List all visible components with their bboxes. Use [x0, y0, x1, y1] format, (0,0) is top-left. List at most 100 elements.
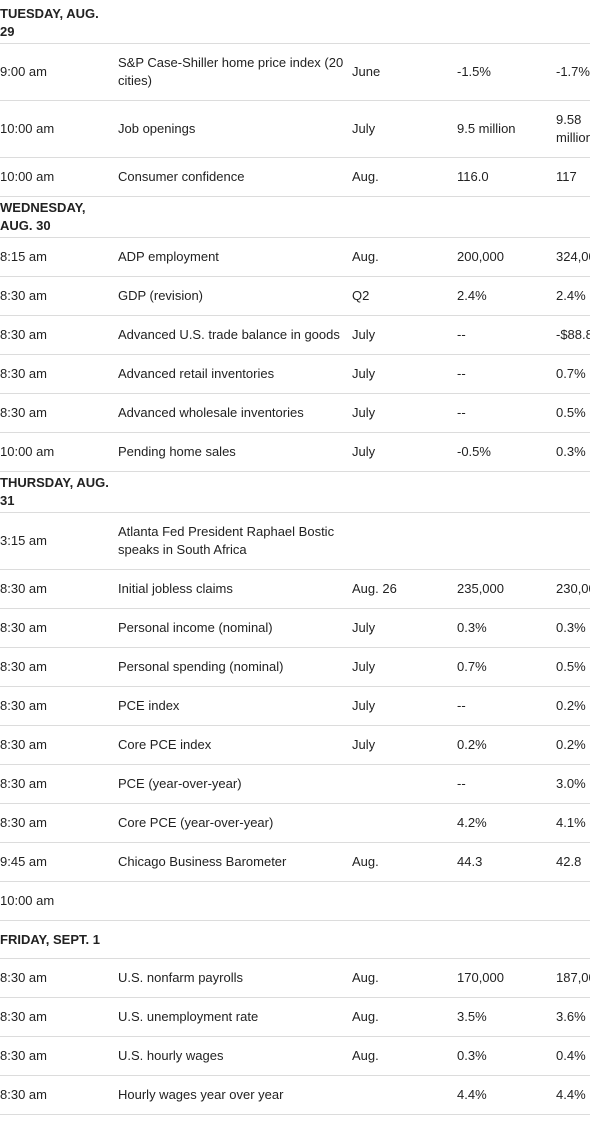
time-cell: 8:30 am — [0, 1048, 47, 1063]
event-row: 8:30 am GDP (revision) Q2 2.4% 2.4% — [0, 277, 590, 316]
event-cell: PCE (year-over-year) — [118, 776, 242, 791]
period-cell: Aug. — [352, 854, 379, 869]
time-cell: 10:00 am — [0, 893, 55, 908]
event-row: 9:45 am Chicago Business Barometer Aug. 44.… — [0, 843, 590, 882]
forecast-cell: 0.7% — [457, 659, 487, 674]
day-header: THURSDAY, AUG. 31 — [0, 475, 109, 508]
event-cell: U.S. nonfarm payrolls — [118, 970, 243, 985]
event-row: 10:00 am Pending home sales July -0.5% 0.3% — [0, 433, 590, 472]
event-cell: Personal spending (nominal) — [118, 659, 284, 674]
period-cell — [352, 531, 457, 551]
day-header-row: WEDNESDAY, AUG. 30 — [0, 197, 590, 238]
event-cell: Advanced U.S. trade balance in goods — [118, 327, 340, 342]
day-header-row: FRIDAY, SEPT. 1 — [0, 921, 590, 959]
forecast-cell: 2.4% — [457, 288, 487, 303]
event-row: 8:30 am Initial jobless claims Aug. 26 235,… — [0, 570, 590, 609]
previous-cell: 0.3% — [556, 620, 586, 635]
day-header: FRIDAY, SEPT. 1 — [0, 931, 100, 947]
event-row: 8:30 am U.S. hourly wages Aug. 0.3% 0.4% — [0, 1037, 590, 1076]
event-row: 8:30 am Core PCE index July 0.2% 0.2% — [0, 726, 590, 765]
forecast-cell — [457, 891, 556, 911]
period-cell — [352, 891, 457, 911]
day-header: TUESDAY, AUG. 29 — [0, 6, 99, 39]
event-cell: Advanced retail inventories — [118, 366, 275, 381]
event-cell: U.S. unemployment rate — [118, 1009, 259, 1024]
period-cell: July — [352, 620, 376, 635]
time-cell: 8:30 am — [0, 970, 47, 985]
event-row: 8:30 am Core PCE (year-over-year) 4.2% 4.1% — [0, 804, 590, 843]
period-cell: Aug. 26 — [352, 581, 397, 596]
event-cell: Atlanta Fed President Raphael Bostic spe… — [118, 524, 335, 557]
event-cell: S&P Case-Shiller home price index (20 ci… — [118, 55, 344, 88]
time-cell: 8:30 am — [0, 776, 47, 791]
event-row: 8:30 am Hourly wages year over year 4.4% 4.… — [0, 1076, 590, 1115]
period-cell: June — [352, 64, 381, 79]
previous-cell: 324,000 — [556, 249, 590, 264]
forecast-cell: 0.3% — [457, 620, 487, 635]
previous-cell: 3.0% — [556, 776, 586, 791]
forecast-cell: -- — [457, 405, 466, 420]
time-cell: 8:30 am — [0, 659, 47, 674]
previous-cell: 0.7% — [556, 366, 586, 381]
event-cell: Job openings — [118, 121, 196, 136]
event-row: 8:30 am Personal income (nominal) July 0.3%… — [0, 609, 590, 648]
event-row: 8:15 am ADP employment Aug. 200,000 324,000 — [0, 238, 590, 277]
previous-cell: -$88.8 — [556, 327, 590, 342]
period-cell: July — [352, 405, 376, 420]
time-cell: 8:15 am — [0, 249, 47, 264]
period-cell: Aug. — [352, 169, 379, 184]
time-cell: 8:30 am — [0, 581, 47, 596]
previous-cell: 0.2% — [556, 698, 586, 713]
forecast-cell: 4.2% — [457, 815, 487, 830]
forecast-cell: -- — [457, 366, 466, 381]
previous-cell — [556, 891, 590, 911]
event-row: 8:30 am PCE (year-over-year) -- 3.0% — [0, 765, 590, 804]
time-cell: 10:00 am — [0, 444, 55, 459]
forecast-cell: 3.5% — [457, 1009, 487, 1024]
previous-cell: 117 — [556, 169, 577, 184]
event-cell: Personal income (nominal) — [118, 620, 273, 635]
event-cell: ADP employment — [118, 249, 219, 264]
previous-cell: 9.58 million — [556, 112, 590, 145]
previous-cell: 42.8 — [556, 854, 582, 869]
event-row: 9:00 am S&P Case-Shiller home price index… — [0, 44, 590, 101]
event-row: 3:15 am Atlanta Fed President Raphael Bos… — [0, 513, 590, 570]
event-row: 10:00 am Job openings July 9.5 million 9.58 … — [0, 101, 590, 158]
time-cell: 8:30 am — [0, 698, 47, 713]
forecast-cell: 170,000 — [457, 970, 504, 985]
time-cell: 8:30 am — [0, 288, 47, 303]
day-header-row: THURSDAY, AUG. 31 — [0, 472, 590, 513]
event-cell: Hourly wages year over year — [118, 1087, 284, 1102]
previous-cell: 0.5% — [556, 405, 586, 420]
event-cell: Pending home sales — [118, 444, 236, 459]
event-cell: Initial jobless claims — [118, 581, 233, 596]
forecast-cell: -- — [457, 327, 466, 342]
forecast-cell: -1.5% — [457, 64, 491, 79]
previous-cell: 4.4% — [556, 1087, 586, 1102]
previous-cell — [556, 531, 590, 551]
period-cell — [352, 1085, 457, 1105]
period-cell: Q2 — [352, 288, 370, 303]
event-cell: Consumer confidence — [118, 169, 245, 184]
period-cell: July — [352, 121, 376, 136]
forecast-cell: 44.3 — [457, 854, 483, 869]
forecast-cell: 9.5 million — [457, 121, 516, 136]
forecast-cell: 116.0 — [457, 169, 489, 184]
time-cell: 10:00 am — [0, 121, 55, 136]
forecast-cell: 0.2% — [457, 737, 487, 752]
forecast-cell: 4.4% — [457, 1087, 487, 1102]
event-cell: Core PCE index — [118, 737, 212, 752]
forecast-cell: 0.3% — [457, 1048, 487, 1063]
event-row: 8:30 am Advanced U.S. trade balance in go… — [0, 316, 590, 355]
time-cell: 9:45 am — [0, 854, 47, 869]
time-cell: 3:15 am — [0, 533, 47, 548]
period-cell: July — [352, 444, 376, 459]
time-cell: 8:30 am — [0, 405, 47, 420]
previous-cell: 4.1% — [556, 815, 586, 830]
event-cell: Advanced wholesale inventories — [118, 405, 304, 420]
event-cell: Chicago Business Barometer — [118, 854, 287, 869]
time-cell: 10:00 am — [0, 169, 55, 184]
period-cell: Aug. — [352, 249, 379, 264]
previous-cell: 0.4% — [556, 1048, 586, 1063]
